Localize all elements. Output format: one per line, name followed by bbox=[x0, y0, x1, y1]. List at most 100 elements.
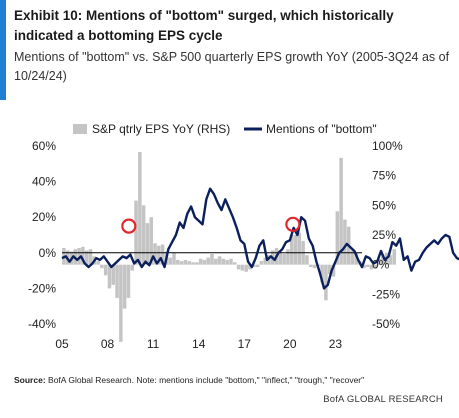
highlight-circle bbox=[285, 216, 301, 232]
plot-area bbox=[61, 151, 459, 342]
eps-bar bbox=[305, 255, 309, 265]
eps-bar bbox=[214, 258, 218, 265]
eps-bar bbox=[343, 219, 347, 265]
eps-bar bbox=[369, 264, 374, 270]
eps-bar bbox=[179, 261, 184, 265]
eps-bar bbox=[217, 256, 222, 265]
y-left-tick-label: 60% bbox=[32, 139, 56, 153]
eps-bar bbox=[107, 264, 112, 289]
eps-bar bbox=[149, 217, 153, 265]
eps-bar bbox=[157, 245, 161, 265]
y-left-tick-label: 20% bbox=[32, 210, 56, 224]
eps-bar bbox=[282, 253, 286, 265]
eps-bar bbox=[392, 249, 397, 265]
x-tick-label: 05 bbox=[55, 337, 69, 351]
eps-bar bbox=[373, 264, 378, 269]
eps-bar bbox=[141, 205, 146, 265]
eps-bar bbox=[335, 211, 340, 265]
eps-bar bbox=[240, 264, 245, 271]
eps-bar bbox=[229, 258, 233, 265]
eps-bar bbox=[350, 250, 355, 265]
y-left-tick-label: 0% bbox=[39, 246, 57, 260]
eps-bar bbox=[172, 252, 176, 265]
x-tick-label: 20 bbox=[283, 337, 297, 351]
y-right-tick-label: 25% bbox=[372, 228, 396, 242]
eps-bar bbox=[96, 261, 100, 265]
source-text: BofA Global Research. Note: mentions inc… bbox=[48, 375, 365, 385]
eps-bar bbox=[236, 264, 241, 270]
eps-bar bbox=[320, 264, 324, 283]
x-tick-label: 14 bbox=[192, 337, 206, 351]
eps-bar bbox=[244, 264, 248, 272]
eps-bar bbox=[153, 243, 157, 265]
eps-bar bbox=[187, 261, 191, 265]
eps-bar bbox=[138, 151, 142, 265]
eps-bar bbox=[176, 259, 180, 265]
eps-bar bbox=[191, 262, 195, 265]
y-right-tick-label: 100% bbox=[372, 139, 403, 153]
eps-bar bbox=[377, 258, 381, 265]
eps-bar bbox=[88, 249, 93, 265]
brand-label: BofA GLOBAL RESEARCH bbox=[323, 394, 443, 405]
eps-bar bbox=[388, 255, 393, 265]
eps-bar bbox=[278, 252, 283, 265]
eps-bar bbox=[198, 258, 203, 265]
axes: 60% 40% 20% 0% -20% -40% 100% 75% 50% 25% 0% -25% -5… bbox=[28, 139, 403, 351]
eps-bar bbox=[206, 257, 210, 265]
eps-bar bbox=[252, 264, 256, 268]
eps-bar bbox=[202, 259, 207, 265]
exhibit-subtitle: Mentions of "bottom" vs. S&P 500 quarter… bbox=[14, 50, 450, 83]
highlight-circle bbox=[121, 218, 137, 234]
y-right-tick-label: 75% bbox=[372, 169, 396, 183]
eps-bar bbox=[362, 264, 366, 269]
legend: S&P qtrly EPS YoY (RHS) Mentions of "bott… bbox=[73, 122, 377, 136]
eps-bar bbox=[183, 259, 188, 265]
eps-bar bbox=[130, 264, 134, 271]
eps-bar bbox=[263, 257, 267, 265]
y-right-tick-label: -50% bbox=[372, 317, 400, 331]
legend-bars-label: S&P qtrly EPS YoY (RHS) bbox=[92, 122, 230, 136]
eps-bar bbox=[290, 235, 294, 265]
y-right-tick-label: 50% bbox=[372, 198, 396, 212]
eps-bar bbox=[100, 264, 104, 269]
x-tick-label: 11 bbox=[147, 337, 160, 351]
legend-line-label: Mentions of "bottom" bbox=[266, 122, 377, 136]
eps-bar bbox=[255, 264, 260, 268]
eps-bar bbox=[267, 255, 271, 265]
eps-bar bbox=[103, 264, 108, 276]
eps-bar bbox=[233, 262, 237, 265]
eps-bar bbox=[354, 252, 359, 265]
eps-bar bbox=[286, 249, 290, 265]
y-left-tick-label: -40% bbox=[28, 317, 56, 331]
source-note: Source: BofA Global Research. Note: ment… bbox=[14, 375, 454, 386]
eps-bar bbox=[145, 223, 150, 265]
eps-bar bbox=[339, 157, 343, 265]
x-tick-label: 23 bbox=[329, 337, 343, 351]
eps-bar bbox=[119, 264, 123, 342]
eps-bar bbox=[312, 264, 317, 269]
eps-bar bbox=[111, 264, 116, 285]
eps-bar bbox=[210, 253, 214, 265]
eps-bar bbox=[115, 264, 119, 298]
y-left-tick-label: -20% bbox=[28, 281, 56, 295]
x-tick-label: 17 bbox=[238, 337, 252, 351]
legend-bars-swatch bbox=[73, 124, 87, 134]
y-left-tick-label: 40% bbox=[32, 175, 56, 189]
header-accent-bar bbox=[0, 0, 6, 100]
eps-bar bbox=[248, 264, 252, 270]
eps-bar bbox=[225, 259, 229, 265]
eps-bar bbox=[126, 264, 131, 298]
eps-bar bbox=[134, 200, 138, 265]
y-right-tick-label: 0% bbox=[372, 258, 390, 272]
eps-bar bbox=[365, 264, 370, 268]
eps-bar bbox=[381, 255, 385, 265]
x-tick-label: 08 bbox=[101, 337, 115, 351]
mentions-line bbox=[61, 187, 459, 290]
eps-bar bbox=[84, 250, 89, 265]
eps-bar bbox=[168, 257, 172, 265]
eps-bar bbox=[331, 264, 336, 277]
eps-bar bbox=[297, 232, 302, 265]
eps-bar bbox=[221, 258, 226, 265]
eps-bar bbox=[160, 244, 165, 265]
